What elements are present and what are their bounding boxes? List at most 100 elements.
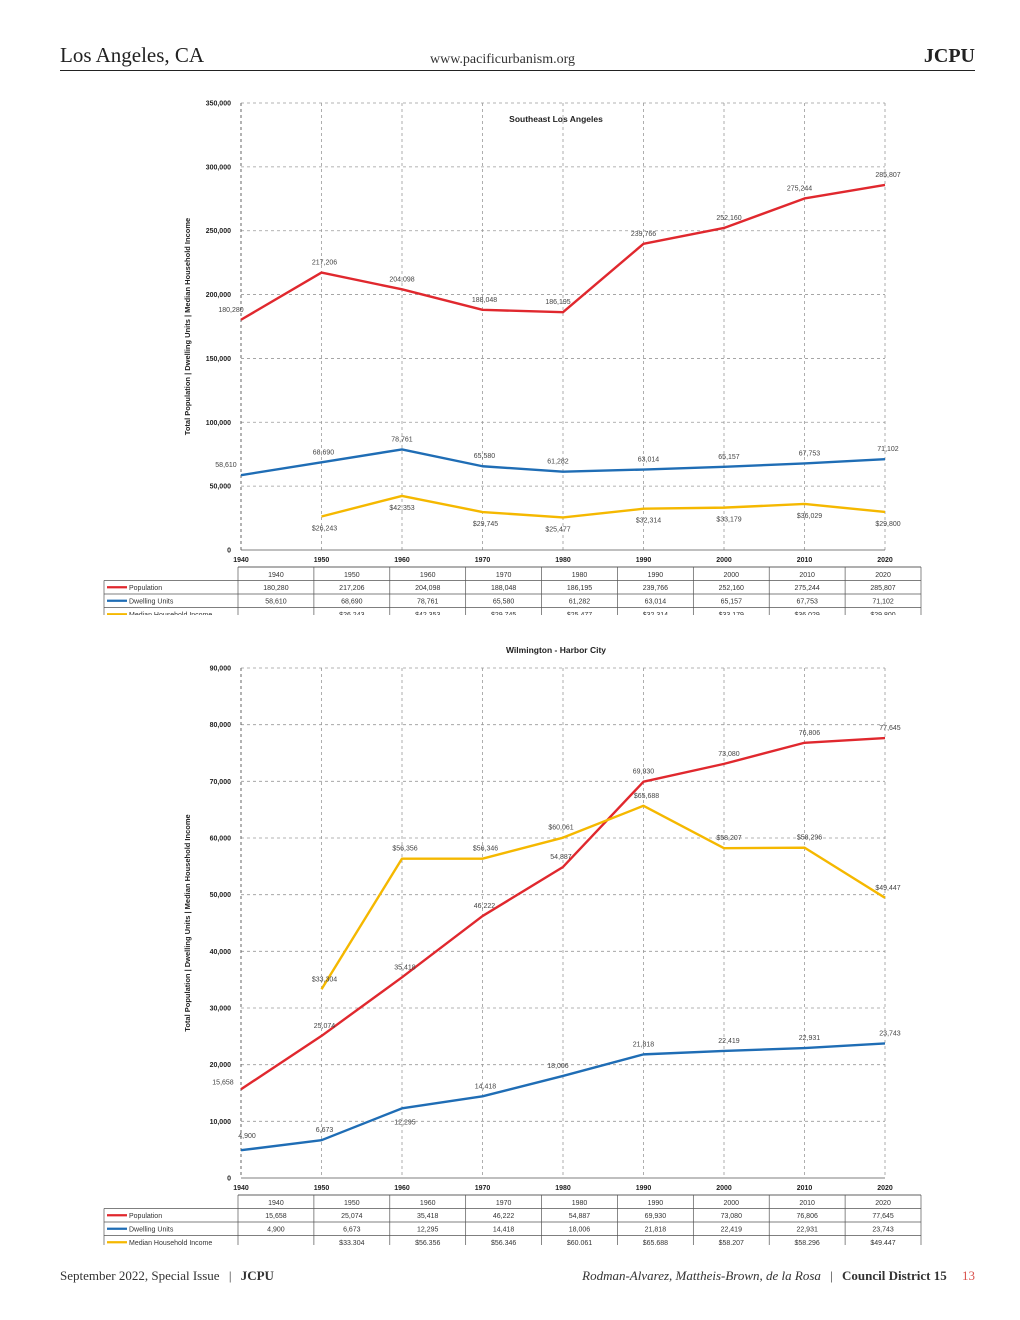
y-tick-label: 40,000 bbox=[210, 949, 232, 956]
x-tick-label: 1940 bbox=[233, 557, 249, 564]
data-label: 69,930 bbox=[633, 769, 655, 776]
y-tick-label: 60,000 bbox=[210, 836, 232, 843]
table-cell: 23,743 bbox=[872, 1227, 894, 1234]
table-header-year: 2020 bbox=[875, 1200, 891, 1207]
data-label: $65,688 bbox=[634, 793, 659, 800]
data-label: 275,244 bbox=[787, 185, 812, 192]
footer-journal: JCPU bbox=[240, 1268, 274, 1283]
table-header-year: 1970 bbox=[496, 572, 512, 579]
table-header-year: 1990 bbox=[648, 572, 664, 579]
table-cell: $32,314 bbox=[643, 612, 668, 615]
legend-label: Dwelling Units bbox=[129, 599, 174, 606]
table-header-year: 1960 bbox=[420, 572, 436, 579]
y-axis-label: Total Population | Dwelling Units | Medi… bbox=[183, 814, 192, 1031]
x-tick-label: 2020 bbox=[877, 1185, 893, 1192]
series-line-population bbox=[240, 183, 886, 321]
data-label: 23,743 bbox=[879, 1030, 901, 1037]
table-cell: $58,296 bbox=[795, 1240, 820, 1245]
table-cell: 73,080 bbox=[721, 1213, 743, 1220]
series-line-median-household-income bbox=[320, 804, 886, 990]
table-cell: 63,014 bbox=[645, 599, 667, 606]
table-header-year: 1950 bbox=[344, 1200, 360, 1207]
data-label: 186,195 bbox=[545, 299, 570, 306]
data-label: $36,029 bbox=[797, 513, 822, 520]
x-tick-label: 1950 bbox=[314, 1185, 330, 1192]
data-label: 4,900 bbox=[238, 1133, 256, 1140]
x-tick-label: 1960 bbox=[394, 557, 410, 564]
series-line-population bbox=[240, 736, 886, 1091]
table-cell: 12,295 bbox=[417, 1227, 439, 1234]
table-cell: $60,061 bbox=[567, 1240, 592, 1245]
header-journal: JCPU bbox=[923, 45, 975, 67]
table-cell: 204,098 bbox=[415, 585, 440, 592]
table-cell: 35,418 bbox=[417, 1213, 439, 1220]
table-cell: $42,353 bbox=[415, 612, 440, 615]
data-label: $42,353 bbox=[389, 505, 414, 512]
table-cell: $25,477 bbox=[567, 612, 592, 615]
table-cell: $33,179 bbox=[719, 612, 744, 615]
table-cell: 67,753 bbox=[796, 599, 818, 606]
table-cell: 65,580 bbox=[493, 599, 515, 606]
table-cell: $49,447 bbox=[870, 1240, 895, 1245]
data-label: $56,356 bbox=[392, 846, 417, 853]
table-cell: 25,074 bbox=[341, 1213, 363, 1220]
data-label: 18,006 bbox=[547, 1063, 569, 1070]
table-cell: $29,745 bbox=[491, 612, 516, 615]
table-cell: $65,688 bbox=[643, 1240, 668, 1245]
x-tick-label: 1970 bbox=[475, 557, 491, 564]
data-label: 25,074 bbox=[314, 1023, 336, 1030]
data-label: 71,102 bbox=[877, 446, 899, 453]
data-label: $33,179 bbox=[716, 517, 741, 524]
series-line-dwelling-units bbox=[240, 1042, 886, 1152]
y-tick-label: 50,000 bbox=[210, 484, 232, 491]
series-line-dwelling-units bbox=[240, 448, 886, 477]
data-label: 67,753 bbox=[799, 450, 821, 457]
table-cell: 18,006 bbox=[569, 1227, 591, 1234]
data-label: 68,690 bbox=[313, 449, 335, 456]
y-tick-label: 70,000 bbox=[210, 779, 232, 786]
table-cell: 61,282 bbox=[569, 599, 591, 606]
legend-label: Median Household Income bbox=[129, 1240, 212, 1245]
chart-title: Wilmington - Harbor City bbox=[506, 645, 606, 655]
table-cell: 4,900 bbox=[267, 1227, 285, 1234]
table-header-year: 2010 bbox=[799, 572, 815, 579]
x-tick-label: 2000 bbox=[716, 1185, 732, 1192]
table-cell: 14,418 bbox=[493, 1227, 515, 1234]
y-tick-label: 50,000 bbox=[210, 892, 232, 899]
table-cell: 15,658 bbox=[265, 1213, 287, 1220]
x-tick-label: 1980 bbox=[555, 1185, 571, 1192]
data-label: 180,280 bbox=[218, 307, 243, 314]
table-cell: $58,207 bbox=[719, 1240, 744, 1245]
legend-label: Population bbox=[129, 1213, 162, 1220]
page-header: Los Angeles, CA www.pacificurbanism.org … bbox=[60, 43, 975, 71]
data-label: $29,800 bbox=[875, 521, 900, 528]
data-label: $33,304 bbox=[312, 976, 337, 983]
table-cell: 180,280 bbox=[263, 585, 288, 592]
series-line-median-household-income bbox=[321, 494, 886, 519]
page-number: 13 bbox=[962, 1268, 975, 1283]
table-cell: 65,157 bbox=[721, 599, 743, 606]
data-label: $58,296 bbox=[797, 835, 822, 842]
table-header-year: 2000 bbox=[723, 1200, 739, 1207]
header-website-link[interactable]: www.pacificurbanism.org bbox=[430, 52, 576, 67]
x-tick-label: 1950 bbox=[314, 557, 330, 564]
data-label: 6,673 bbox=[316, 1127, 334, 1134]
y-tick-label: 100,000 bbox=[206, 420, 231, 427]
data-label: 54,887 bbox=[550, 854, 572, 861]
y-tick-label: 350,000 bbox=[206, 101, 231, 108]
data-label: $26,243 bbox=[312, 525, 337, 532]
x-tick-label: 1980 bbox=[555, 557, 571, 564]
footer-date: September 2022, Special Issue bbox=[60, 1268, 220, 1283]
table-header-year: 1940 bbox=[268, 572, 284, 579]
data-label: 73,080 bbox=[718, 751, 740, 758]
data-label: 252,160 bbox=[716, 215, 741, 222]
data-label: 63,014 bbox=[638, 457, 660, 464]
footer-district: Council District 15 bbox=[842, 1268, 947, 1283]
footer-authors: Rodman-Alvarez, Mattheis-Brown, de la Ro… bbox=[582, 1268, 821, 1283]
data-label: 285,807 bbox=[875, 172, 900, 179]
y-axis-label: Total Population | Dwelling Units | Medi… bbox=[183, 218, 192, 435]
table-cell: 68,690 bbox=[341, 599, 363, 606]
table-cell: $36,029 bbox=[795, 612, 820, 615]
table-cell: 252,160 bbox=[719, 585, 744, 592]
y-tick-label: 300,000 bbox=[206, 164, 231, 171]
